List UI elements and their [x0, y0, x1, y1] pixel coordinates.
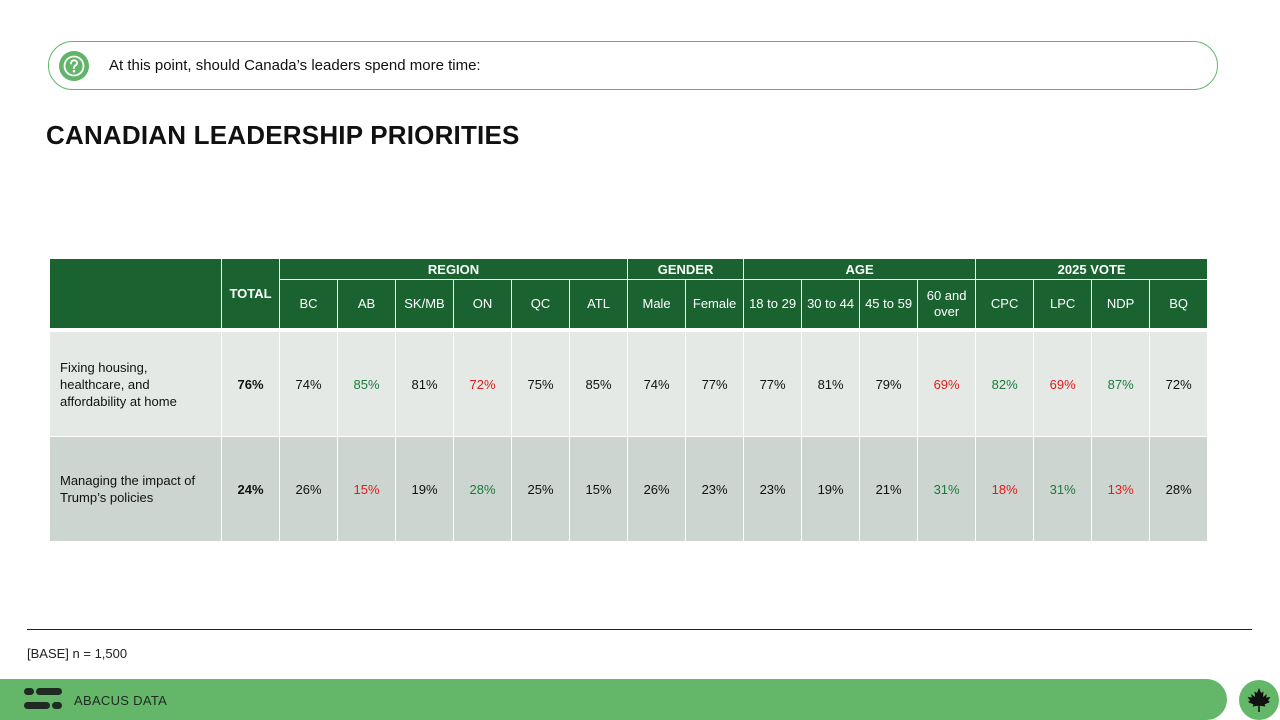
- value-cell: 85%: [337, 328, 396, 437]
- value-cell: 31%: [1033, 436, 1093, 542]
- column-header: BQ: [1149, 279, 1209, 331]
- value-cell: 19%: [801, 436, 861, 542]
- value-cell: 28%: [1149, 436, 1209, 542]
- value-cell: 25%: [511, 436, 570, 542]
- total-header: TOTAL: [221, 258, 280, 331]
- value-cell: 26%: [627, 436, 687, 542]
- column-header: AB: [337, 279, 396, 331]
- row-label: Fixing housing, healthcare, and affordab…: [49, 328, 222, 437]
- group-header: GENDER: [627, 258, 745, 280]
- column-header: Female: [685, 279, 745, 331]
- value-cell: 77%: [685, 328, 745, 437]
- maple-leaf-icon: [1247, 688, 1271, 712]
- page-title: CANADIAN LEADERSHIP PRIORITIES: [46, 120, 520, 150]
- total-cell: 76%: [221, 328, 280, 437]
- column-header: ATL: [568, 279, 629, 331]
- value-cell: 18%: [975, 436, 1035, 542]
- row-label: Managing the impact of Trump’s policies: [49, 436, 222, 542]
- value-cell: 21%: [859, 436, 919, 542]
- value-cell: 69%: [917, 328, 977, 437]
- brand-name: ABACUS DATA: [74, 693, 168, 708]
- value-cell: 85%: [568, 328, 629, 437]
- column-header: ON: [453, 279, 512, 331]
- value-cell: 23%: [685, 436, 745, 542]
- maple-leaf-badge: [1239, 680, 1279, 720]
- column-header: QC: [511, 279, 570, 331]
- group-header: 2025 VOTE: [975, 258, 1209, 280]
- base-note: [BASE] n = 1,500: [27, 646, 128, 661]
- value-cell: 74%: [627, 328, 687, 437]
- value-cell: 72%: [453, 328, 512, 437]
- row-label-header: [49, 258, 222, 331]
- column-header: 60 and over: [917, 279, 977, 331]
- value-cell: 31%: [917, 436, 977, 542]
- value-cell: 72%: [1149, 328, 1209, 437]
- group-header-row: TOTAL REGION GENDER AGE 2025 VOTE: [49, 258, 1209, 331]
- total-cell: 24%: [221, 436, 280, 542]
- value-cell: 69%: [1033, 328, 1093, 437]
- table-row: Managing the impact of Trump’s policies 2…: [49, 436, 1209, 542]
- column-header-row: BC AB SK/MB ON QC ATL Male Female 18 to 29 30 to …: [50, 279, 1209, 331]
- group-header: AGE: [743, 258, 977, 280]
- question-circle-icon: [59, 51, 89, 81]
- value-cell: 77%: [743, 328, 803, 437]
- column-header: Male: [627, 279, 687, 331]
- crosstab-table: TOTAL REGION GENDER AGE 2025 VOTE BC AB SK/MB…: [49, 258, 1209, 542]
- column-header: BC: [279, 279, 338, 331]
- value-cell: 82%: [975, 328, 1035, 437]
- table-row: Fixing housing, healthcare, and affordab…: [49, 328, 1209, 437]
- value-cell: 74%: [279, 328, 338, 437]
- footer-bar: ABACUS DATA: [0, 679, 1227, 720]
- column-header: 18 to 29: [743, 279, 803, 331]
- column-header: 30 to 44: [801, 279, 861, 331]
- value-cell: 79%: [859, 328, 919, 437]
- column-header: CPC: [975, 279, 1035, 331]
- value-cell: 13%: [1091, 436, 1151, 542]
- value-cell: 75%: [511, 328, 570, 437]
- value-cell: 23%: [743, 436, 803, 542]
- question-text: At this point, should Canada’s leaders s…: [109, 57, 481, 74]
- value-cell: 81%: [395, 328, 454, 437]
- value-cell: 19%: [395, 436, 454, 542]
- value-cell: 87%: [1091, 328, 1151, 437]
- question-banner: At this point, should Canada’s leaders s…: [48, 41, 1218, 90]
- column-header: SK/MB: [395, 279, 454, 331]
- column-header: 45 to 59: [859, 279, 919, 331]
- abacus-logo-icon: [24, 688, 62, 709]
- value-cell: 15%: [568, 436, 629, 542]
- column-header: NDP: [1091, 279, 1151, 331]
- column-header: LPC: [1033, 279, 1093, 331]
- group-header: REGION: [278, 258, 629, 280]
- value-cell: 26%: [279, 436, 338, 542]
- value-cell: 81%: [801, 328, 861, 437]
- value-cell: 15%: [337, 436, 396, 542]
- value-cell: 28%: [453, 436, 512, 542]
- footer-divider: [27, 629, 1252, 630]
